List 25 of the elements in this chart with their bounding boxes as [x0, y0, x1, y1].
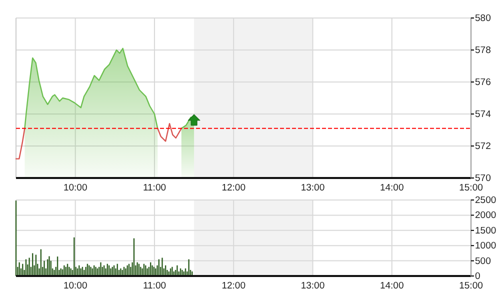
y-tick-label: 574 — [475, 109, 491, 120]
y-tick-label: 1500 — [475, 225, 496, 236]
x-tick-label: 12:00 — [222, 280, 246, 292]
y-tick-label: 500 — [475, 256, 491, 267]
x-tick-label: 10:00 — [63, 182, 88, 194]
x-tick-label: 14:00 — [380, 182, 404, 194]
y-tick-label: 0 — [475, 271, 480, 282]
x-tick-label: 15:00 — [459, 182, 483, 194]
y-tick-label: 570 — [475, 173, 491, 184]
line-series — [157, 123, 182, 142]
y-tick-label: 2500 — [475, 195, 496, 206]
y-tick-label: 578 — [475, 45, 491, 56]
x-tick-label: 13:00 — [300, 182, 325, 194]
y-tick-label: 1000 — [475, 240, 496, 252]
x-tick-label: 10:00 — [63, 280, 88, 292]
x-tick-label: 15:00 — [459, 280, 483, 292]
y-tick-label: 580 — [475, 13, 491, 24]
y-tick-label: 576 — [475, 77, 491, 88]
x-tick-label: 12:00 — [222, 182, 246, 194]
x-tick-label: 14:00 — [380, 280, 404, 292]
y-tick-label: 572 — [475, 141, 491, 152]
x-tick-label: 11:00 — [142, 182, 166, 194]
x-tick-label: 11:00 — [142, 280, 166, 292]
y-tick-label: 2000 — [475, 210, 496, 222]
x-tick-label: 13:00 — [300, 280, 325, 292]
